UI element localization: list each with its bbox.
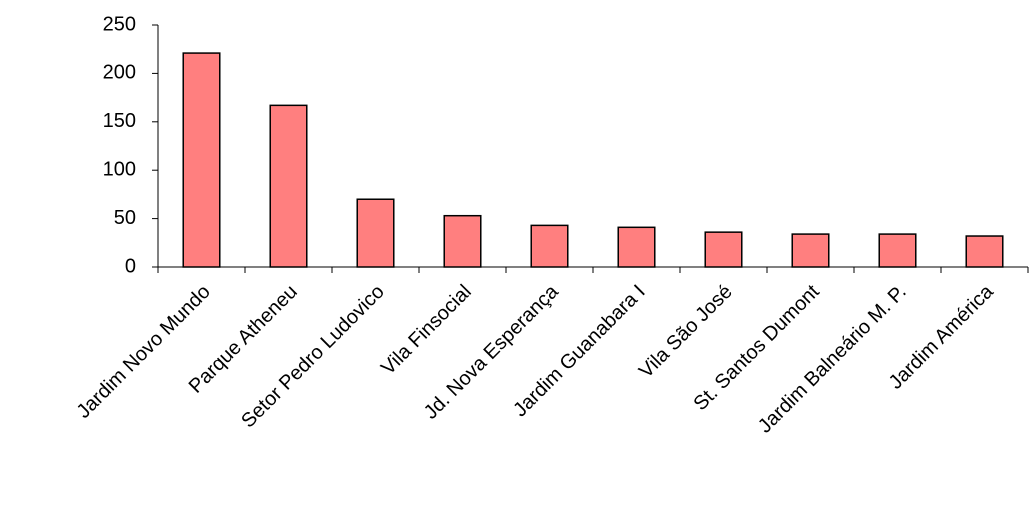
bar <box>791 233 830 268</box>
y-tick-label: 200 <box>103 62 136 84</box>
y-tick-label: 0 <box>125 255 136 277</box>
y-tick-label: 250 <box>103 13 136 35</box>
bar <box>965 235 1004 268</box>
y-tick-label: 150 <box>103 110 136 132</box>
bar <box>530 224 569 268</box>
bar <box>878 233 917 268</box>
bar <box>704 231 743 268</box>
x-tick-label: Jardim Novo Mundo <box>73 281 215 423</box>
bar <box>617 226 656 268</box>
bar <box>356 198 395 268</box>
y-tick-label: 100 <box>103 158 136 180</box>
x-tick-label: Jardim Balneário M. P. <box>754 281 911 438</box>
x-tick-label: Setor Pedro Ludovico <box>237 281 389 433</box>
x-tick-label: Vila Finsocial <box>377 281 476 380</box>
y-tick-label: 50 <box>114 207 136 229</box>
bar <box>443 214 482 268</box>
bar <box>269 104 308 268</box>
bar <box>182 52 221 268</box>
